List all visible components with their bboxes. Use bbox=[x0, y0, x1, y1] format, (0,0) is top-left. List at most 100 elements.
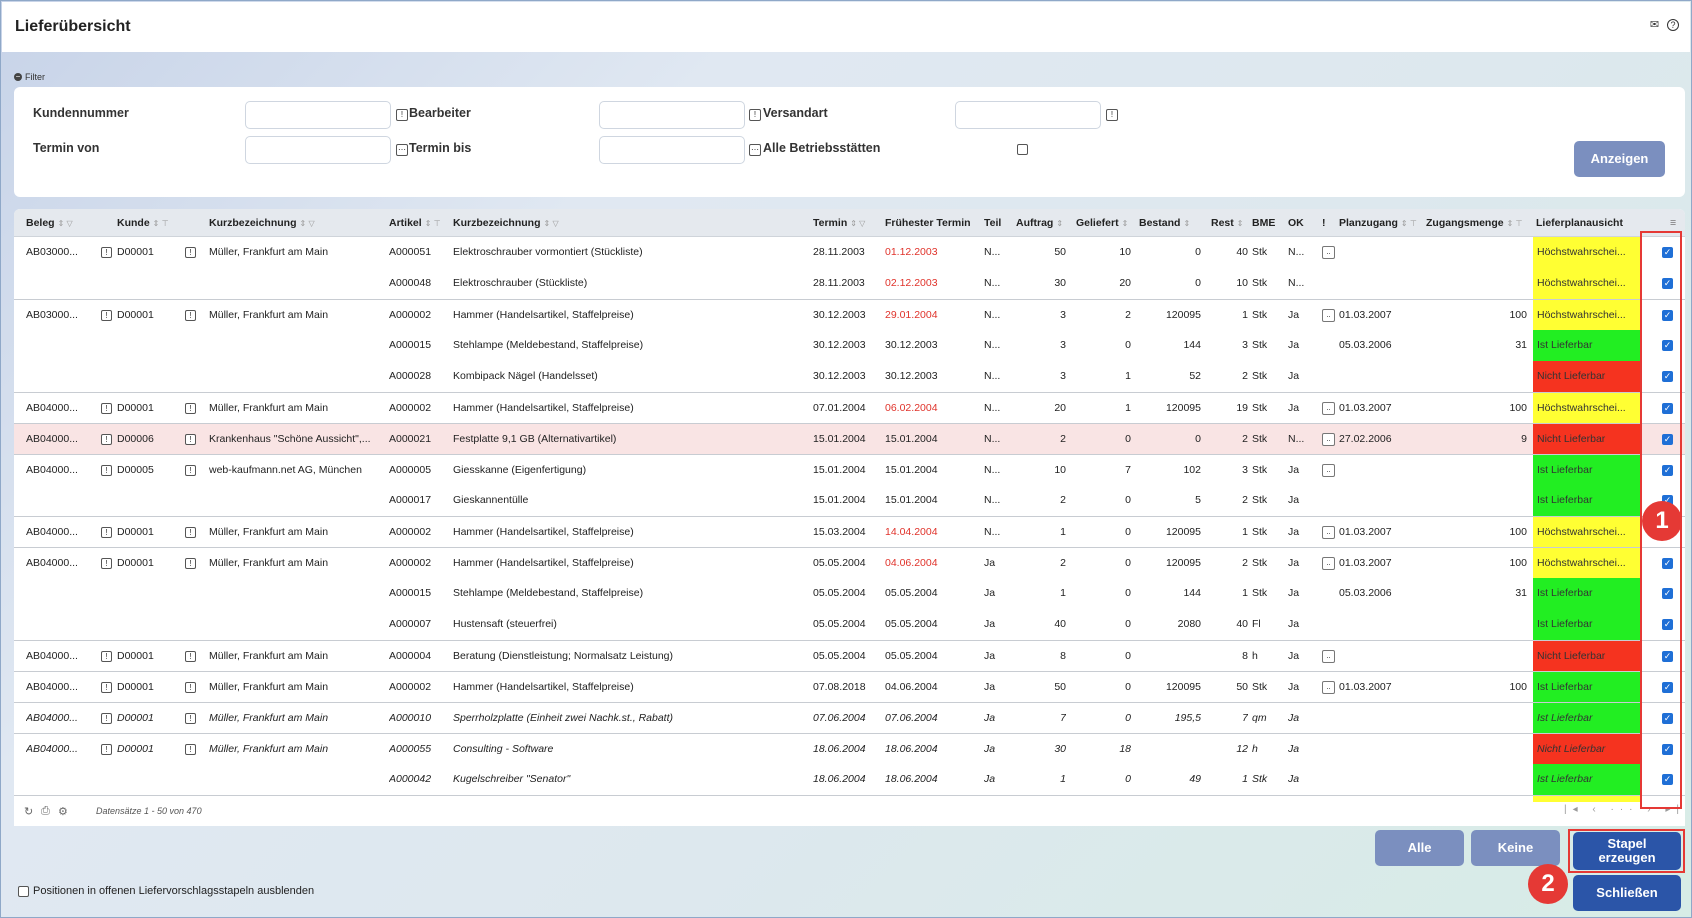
col-header[interactable]: Lieferplanausicht bbox=[1536, 217, 1623, 229]
hide-positions-checkbox[interactable] bbox=[18, 885, 29, 897]
table-row[interactable]: A000015 Stehlampe (Meldebestand, Staffelp… bbox=[14, 330, 1685, 361]
beleg-info-icon[interactable]: ! bbox=[101, 744, 112, 755]
table-row[interactable]: A000015 Stehlampe (Meldebestand, Staffelp… bbox=[14, 578, 1685, 609]
row-checkbox[interactable]: ✓ bbox=[1662, 588, 1673, 599]
row-checkbox[interactable]: ✓ bbox=[1662, 247, 1673, 258]
col-header[interactable]: Auftrag ⇕ bbox=[1016, 217, 1064, 229]
row-checkbox[interactable]: ✓ bbox=[1662, 651, 1673, 662]
kunde-info-icon[interactable]: ! bbox=[185, 247, 196, 258]
beleg-info-icon[interactable]: ! bbox=[101, 682, 112, 693]
details-button[interactable]: .. bbox=[1322, 681, 1335, 694]
column-menu-icon[interactable]: ≡ bbox=[1670, 217, 1677, 229]
settings-icon[interactable]: ⚙ bbox=[58, 806, 68, 818]
table-row[interactable]: A000017 Gieskannentülle 15.01.2004 15.01.20… bbox=[14, 485, 1685, 516]
kunde-info-icon[interactable]: ! bbox=[185, 651, 196, 662]
kunde-info-icon[interactable]: ! bbox=[185, 403, 196, 414]
row-checkbox[interactable]: ✓ bbox=[1662, 619, 1673, 630]
col-header[interactable]: Geliefert ⇕ bbox=[1076, 217, 1129, 229]
col-header[interactable]: OK bbox=[1288, 217, 1304, 229]
row-checkbox[interactable]: ✓ bbox=[1662, 495, 1673, 506]
col-header[interactable]: Bestand ⇕ bbox=[1139, 217, 1191, 229]
table-row[interactable]: A000007 Hustensaft (steuerfrei) 05.05.2004… bbox=[14, 609, 1685, 640]
beleg-info-icon[interactable]: ! bbox=[101, 403, 112, 414]
details-button[interactable]: .. bbox=[1322, 433, 1335, 446]
table-row[interactable]: A000048 Elektroschrauber (Stückliste) 28.1… bbox=[14, 268, 1685, 299]
beleg-info-icon[interactable]: ! bbox=[101, 527, 112, 538]
col-header[interactable]: Artikel ⇕ ⊤ bbox=[389, 217, 441, 229]
beleg-info-icon[interactable]: ! bbox=[101, 247, 112, 258]
refresh-icon[interactable]: ↻ bbox=[24, 806, 34, 818]
row-checkbox[interactable]: ✓ bbox=[1662, 371, 1673, 382]
lookup-icon[interactable]: ! bbox=[1106, 109, 1118, 121]
versandart-input[interactable] bbox=[955, 101, 1101, 129]
kunde-info-icon[interactable]: ! bbox=[185, 713, 196, 724]
kunde-info-icon[interactable]: ! bbox=[185, 744, 196, 755]
kunde-info-icon[interactable]: ! bbox=[185, 527, 196, 538]
col-header[interactable]: ! bbox=[1322, 217, 1326, 229]
lookup-icon[interactable]: ! bbox=[396, 109, 408, 121]
calendar-icon[interactable]: ⋯ bbox=[396, 144, 408, 156]
table-row[interactable]: AB04000... D00006 Krankenhaus "Schöne Auss… bbox=[14, 423, 1685, 455]
table-row[interactable]: A000042 Kugelschreiber "Senator" 18.06.200… bbox=[14, 764, 1685, 795]
row-checkbox[interactable]: ✓ bbox=[1662, 340, 1673, 351]
beleg-info-icon[interactable]: ! bbox=[101, 651, 112, 662]
details-button[interactable]: .. bbox=[1322, 464, 1335, 477]
row-checkbox[interactable]: ✓ bbox=[1662, 278, 1673, 289]
col-header[interactable]: Beleg ⇕ ▽ bbox=[26, 217, 73, 229]
hide-positions-option[interactable]: Positionen in offenen Liefervorschlagsst… bbox=[18, 885, 314, 897]
col-header[interactable]: Teil bbox=[984, 217, 1002, 229]
details-button[interactable]: .. bbox=[1322, 650, 1335, 663]
row-checkbox[interactable]: ✓ bbox=[1662, 774, 1673, 785]
kundennummer-input[interactable] bbox=[245, 101, 391, 129]
alle-betriebsstaetten-checkbox[interactable] bbox=[1017, 144, 1028, 155]
details-button[interactable]: .. bbox=[1322, 557, 1335, 570]
alle-button[interactable]: Alle bbox=[1375, 830, 1464, 866]
row-checkbox[interactable]: ✓ bbox=[1662, 558, 1673, 569]
col-header[interactable]: Kurzbezeichnung ⇕ ▽ bbox=[453, 217, 559, 229]
filter-toggle[interactable]: − Filter bbox=[14, 72, 45, 82]
table-row[interactable]: A000028 Kombipack Nägel (Handelsset) 30.12… bbox=[14, 361, 1685, 392]
row-checkbox[interactable]: ✓ bbox=[1662, 713, 1673, 724]
termin-von-input[interactable] bbox=[245, 136, 391, 164]
row-checkbox[interactable]: ✓ bbox=[1662, 744, 1673, 755]
details-button[interactable]: .. bbox=[1322, 402, 1335, 415]
table-row[interactable]: AB03000... D00001 Müller, Frankfurt am Mai… bbox=[14, 237, 1685, 268]
row-checkbox[interactable]: ✓ bbox=[1662, 403, 1673, 414]
kunde-info-icon[interactable]: ! bbox=[185, 434, 196, 445]
lookup-icon[interactable]: ! bbox=[749, 109, 761, 121]
col-header[interactable]: Kurzbezeichnung ⇕ ▽ bbox=[209, 217, 315, 229]
bearbeiter-input[interactable] bbox=[599, 101, 745, 129]
stapel-erzeugen-button[interactable]: Stapel erzeugen bbox=[1573, 832, 1681, 870]
beleg-info-icon[interactable]: ! bbox=[101, 434, 112, 445]
kunde-info-icon[interactable]: ! bbox=[185, 558, 196, 569]
kunde-info-icon[interactable]: ! bbox=[185, 310, 196, 321]
beleg-info-icon[interactable]: ! bbox=[101, 558, 112, 569]
row-checkbox[interactable]: ✓ bbox=[1662, 434, 1673, 445]
col-header[interactable]: Frühester Termin bbox=[885, 217, 971, 229]
row-checkbox[interactable]: ✓ bbox=[1662, 465, 1673, 476]
help-icon[interactable]: ? bbox=[1667, 19, 1679, 31]
kunde-info-icon[interactable]: ! bbox=[185, 682, 196, 693]
col-header[interactable]: Kunde ⇕ ⊤ bbox=[117, 217, 169, 229]
mail-icon[interactable]: ✉ bbox=[1649, 19, 1660, 31]
print-icon[interactable]: ⎙ bbox=[41, 805, 50, 817]
beleg-info-icon[interactable]: ! bbox=[101, 310, 112, 321]
row-checkbox[interactable]: ✓ bbox=[1662, 310, 1673, 321]
calendar-icon[interactable]: ⋯ bbox=[749, 144, 761, 156]
col-header[interactable]: Rest ⇕ bbox=[1211, 217, 1244, 229]
row-checkbox[interactable]: ✓ bbox=[1662, 682, 1673, 693]
details-button[interactable]: .. bbox=[1322, 309, 1335, 322]
col-header[interactable]: Zugangsmenge ⇕ ⊤ bbox=[1426, 217, 1523, 229]
keine-button[interactable]: Keine bbox=[1471, 830, 1560, 866]
schliessen-button[interactable]: Schließen bbox=[1573, 875, 1681, 911]
col-header[interactable]: BME bbox=[1252, 217, 1276, 229]
termin-bis-input[interactable] bbox=[599, 136, 745, 164]
details-button[interactable]: .. bbox=[1322, 246, 1335, 259]
pager[interactable]: |◂ ‹ ··· › ▸| bbox=[1564, 804, 1685, 815]
